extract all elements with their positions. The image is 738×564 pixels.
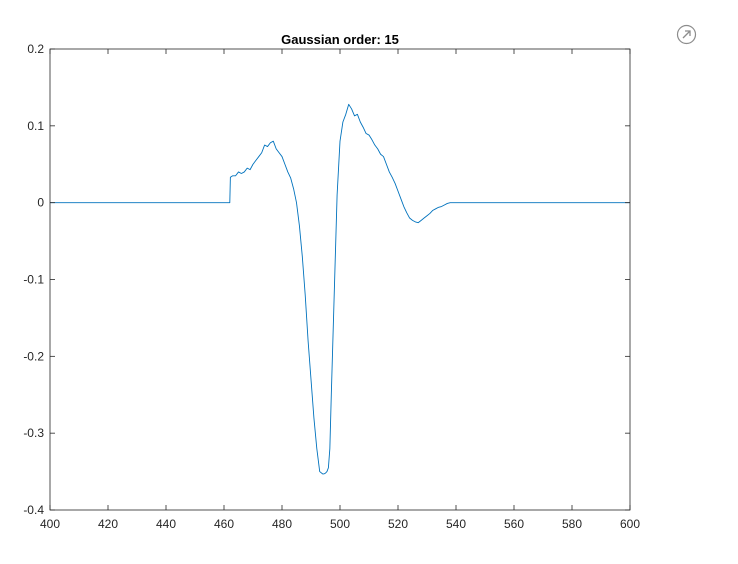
x-tick-label: 500 — [330, 517, 350, 531]
y-tick-label: -0.3 — [23, 426, 44, 440]
x-tick-label: 460 — [214, 517, 234, 531]
y-axis: -0.4 -0.3 -0.2 -0.1 0 0.1 0.2 — [23, 42, 630, 517]
y-tick-label: -0.4 — [23, 503, 44, 517]
arrow-up-right-circle-icon — [676, 24, 697, 45]
x-tick-label: 440 — [156, 517, 176, 531]
series-line-0 — [50, 103, 630, 475]
chart-title: Gaussian order: 15 — [281, 32, 399, 47]
x-tick-label: 540 — [446, 517, 466, 531]
x-tick-label: 580 — [562, 517, 582, 531]
axes-box — [49, 48, 631, 511]
series-layer — [50, 103, 630, 475]
x-tick-label: 400 — [40, 517, 60, 531]
y-tick-label: -0.2 — [23, 349, 44, 363]
y-tick-label: 0.2 — [27, 42, 44, 56]
export-button[interactable] — [676, 24, 697, 45]
x-tick-label: 420 — [98, 517, 118, 531]
y-tick-label: 0 — [37, 196, 44, 210]
x-tick-label: 520 — [388, 517, 408, 531]
x-axis: 400 420 440 460 480 500 520 540 560 580 600 — [40, 49, 640, 531]
x-tick-label: 600 — [620, 517, 640, 531]
x-tick-label: 560 — [504, 517, 524, 531]
y-tick-label: -0.1 — [23, 273, 44, 287]
x-tick-label: 480 — [272, 517, 292, 531]
y-tick-label: 0.1 — [27, 119, 44, 133]
